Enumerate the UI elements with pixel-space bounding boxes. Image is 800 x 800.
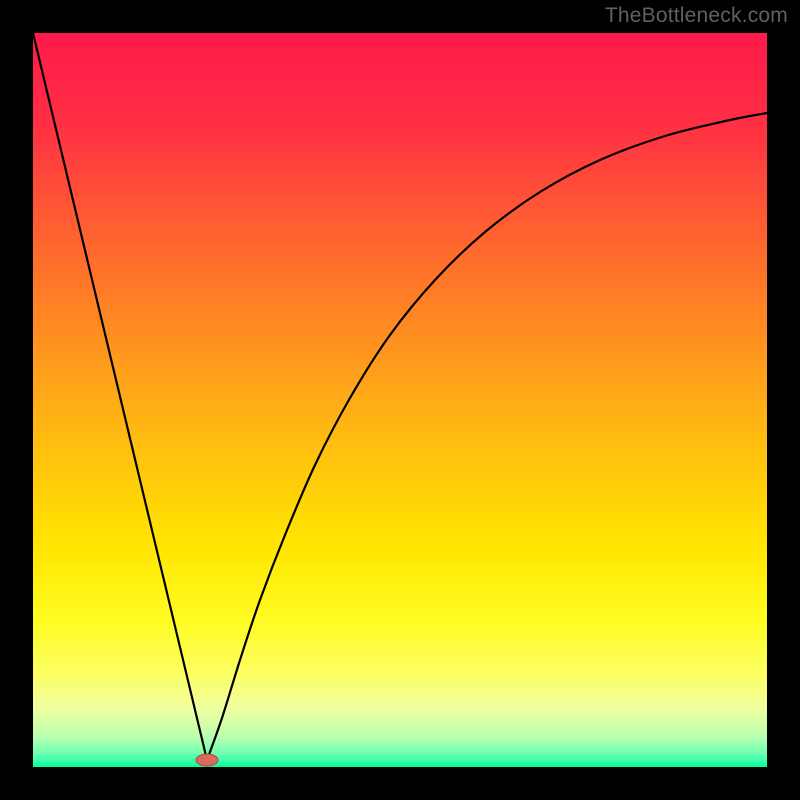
- plot-background: [33, 33, 767, 767]
- bottleneck-chart: [0, 0, 800, 800]
- minimum-marker: [196, 754, 218, 766]
- watermark-text: TheBottleneck.com: [605, 4, 788, 28]
- chart-container: { "watermark": { "text": "TheBottleneck.…: [0, 0, 800, 800]
